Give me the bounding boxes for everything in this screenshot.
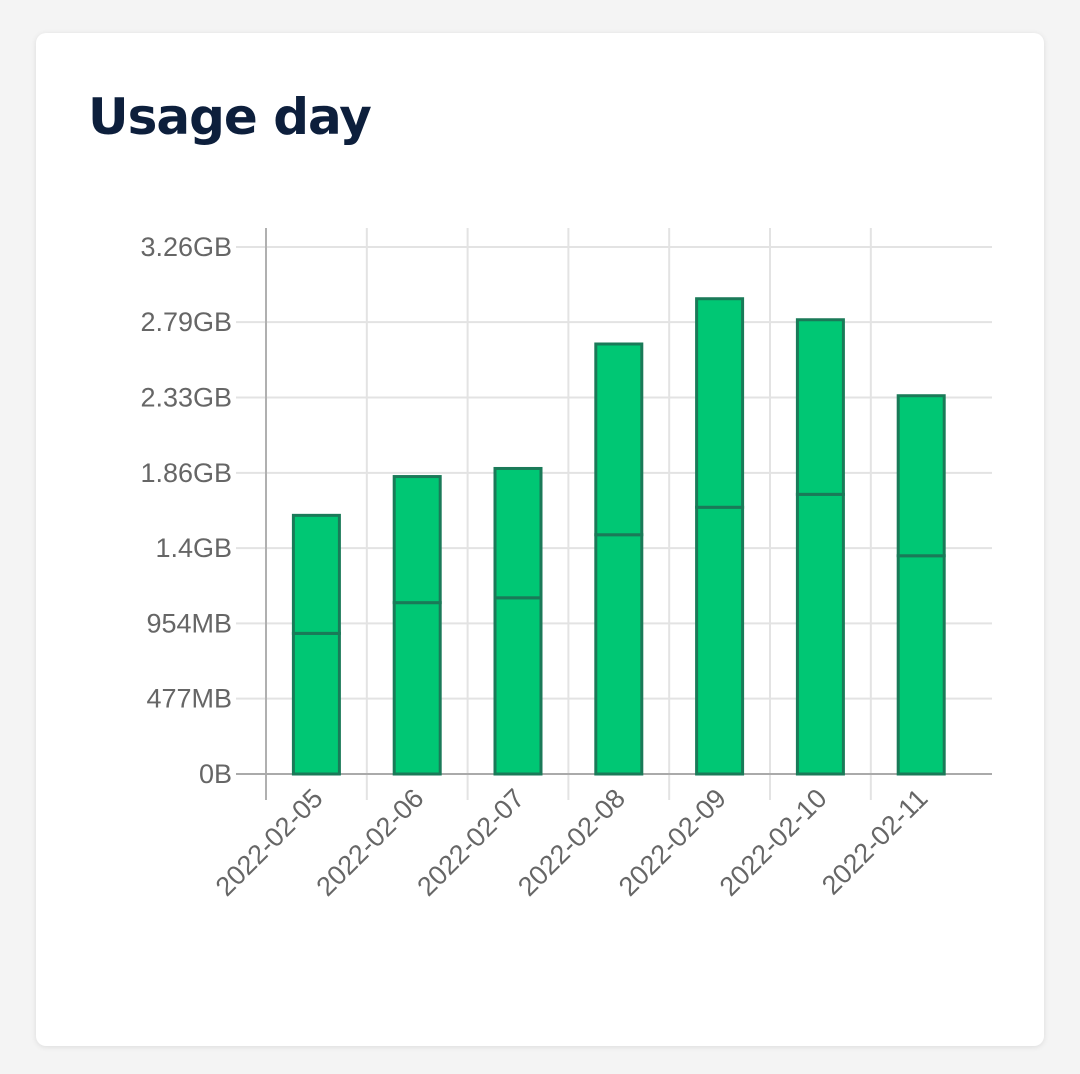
bar-upper-2022-02-11 <box>896 394 946 558</box>
y-tick-label: 2.33GB <box>140 383 232 413</box>
y-tick-label: 0B <box>199 759 232 789</box>
x-tick-label: 2022-02-09 <box>613 783 732 902</box>
x-tick-label: 2022-02-10 <box>714 783 833 902</box>
y-tick-label: 1.86GB <box>140 458 232 488</box>
bar-lower-2022-02-10 <box>795 492 845 776</box>
x-tick-label: 2022-02-05 <box>210 783 329 902</box>
bar-lower-2022-02-05 <box>291 631 341 776</box>
bar-lower-2022-02-08 <box>594 533 644 776</box>
bar-upper-2022-02-07 <box>493 466 543 600</box>
bar-lower-2022-02-11 <box>896 554 946 776</box>
y-tick-label: 477MB <box>146 684 232 714</box>
bar-lower-2022-02-07 <box>493 596 543 776</box>
y-tick-label: 2.79GB <box>140 307 232 337</box>
bar-upper-2022-02-05 <box>291 513 341 635</box>
bar-upper-2022-02-09 <box>695 297 745 509</box>
y-tick-label: 3.26GB <box>140 232 232 262</box>
x-tick-label: 2022-02-06 <box>311 783 430 902</box>
bar-lower-2022-02-06 <box>392 601 442 776</box>
x-tick-label: 2022-02-11 <box>816 783 933 900</box>
y-tick-label: 1.4GB <box>155 533 232 563</box>
x-tick-label: 2022-02-08 <box>512 783 631 902</box>
bar-upper-2022-02-10 <box>795 318 845 496</box>
card-title: Usage day <box>88 88 372 146</box>
bar-upper-2022-02-08 <box>594 342 644 537</box>
y-tick-label: 954MB <box>146 608 232 638</box>
bar-lower-2022-02-09 <box>695 505 745 776</box>
x-tick-label: 2022-02-07 <box>411 783 530 902</box>
bar-upper-2022-02-06 <box>392 475 442 605</box>
